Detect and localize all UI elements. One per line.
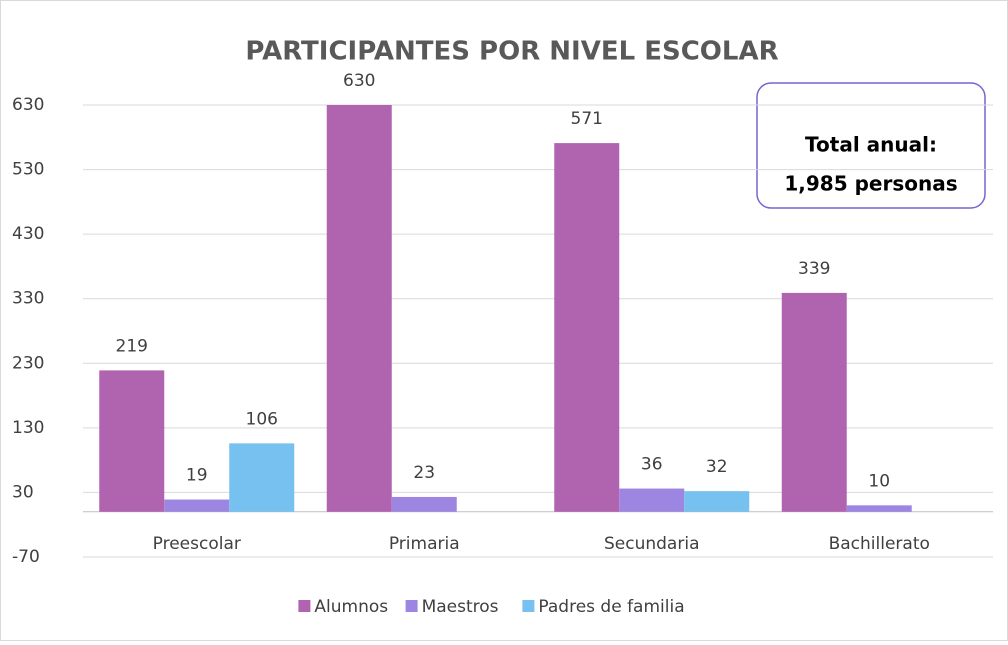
bar: [99, 370, 165, 512]
data-label: 19: [186, 466, 208, 486]
legend-swatch: [298, 600, 311, 612]
y-tick-label: 230: [12, 353, 44, 373]
annotation-box: [756, 82, 986, 209]
bar: [554, 143, 620, 512]
y-tick-label: 530: [12, 160, 44, 180]
annotation-line: Total anual:: [805, 133, 937, 157]
legend-label: Maestros: [422, 597, 499, 617]
annotation-line: 1,985 personas: [784, 172, 957, 196]
data-label: 32: [706, 457, 728, 477]
data-label: 339: [798, 259, 830, 279]
bar: [229, 443, 295, 512]
data-label: 106: [246, 409, 278, 429]
bar: [684, 491, 750, 512]
legend-swatch: [522, 600, 535, 612]
y-tick-label: 30: [12, 482, 34, 502]
data-label: 219: [116, 336, 148, 356]
x-tick-label: Secundaria: [604, 534, 699, 554]
legend-swatch: [405, 600, 418, 612]
bar: [164, 499, 230, 512]
bar: [846, 505, 912, 512]
y-tick-label: 330: [12, 289, 44, 309]
data-label: 571: [571, 109, 603, 129]
y-tick-label: -70: [12, 547, 40, 567]
bar: [619, 488, 685, 512]
y-tick-label: 130: [12, 418, 44, 438]
chart-title: PARTICIPANTES POR NIVEL ESCOLAR: [245, 37, 778, 67]
y-tick-label: 430: [12, 224, 44, 244]
data-label: 36: [641, 455, 663, 475]
x-tick-label: Bachillerato: [829, 534, 930, 554]
legend-label: Padres de familia: [538, 597, 684, 617]
x-tick-label: Preescolar: [153, 534, 241, 554]
bar: [781, 292, 847, 512]
x-tick-label: Primaria: [389, 534, 460, 554]
data-label: 23: [413, 463, 435, 483]
bar: [326, 105, 392, 512]
y-tick-label: 630: [12, 95, 44, 115]
data-label: 630: [343, 71, 375, 91]
bar: [391, 496, 457, 512]
data-label: 10: [868, 471, 890, 491]
legend-label: Alumnos: [314, 597, 388, 617]
